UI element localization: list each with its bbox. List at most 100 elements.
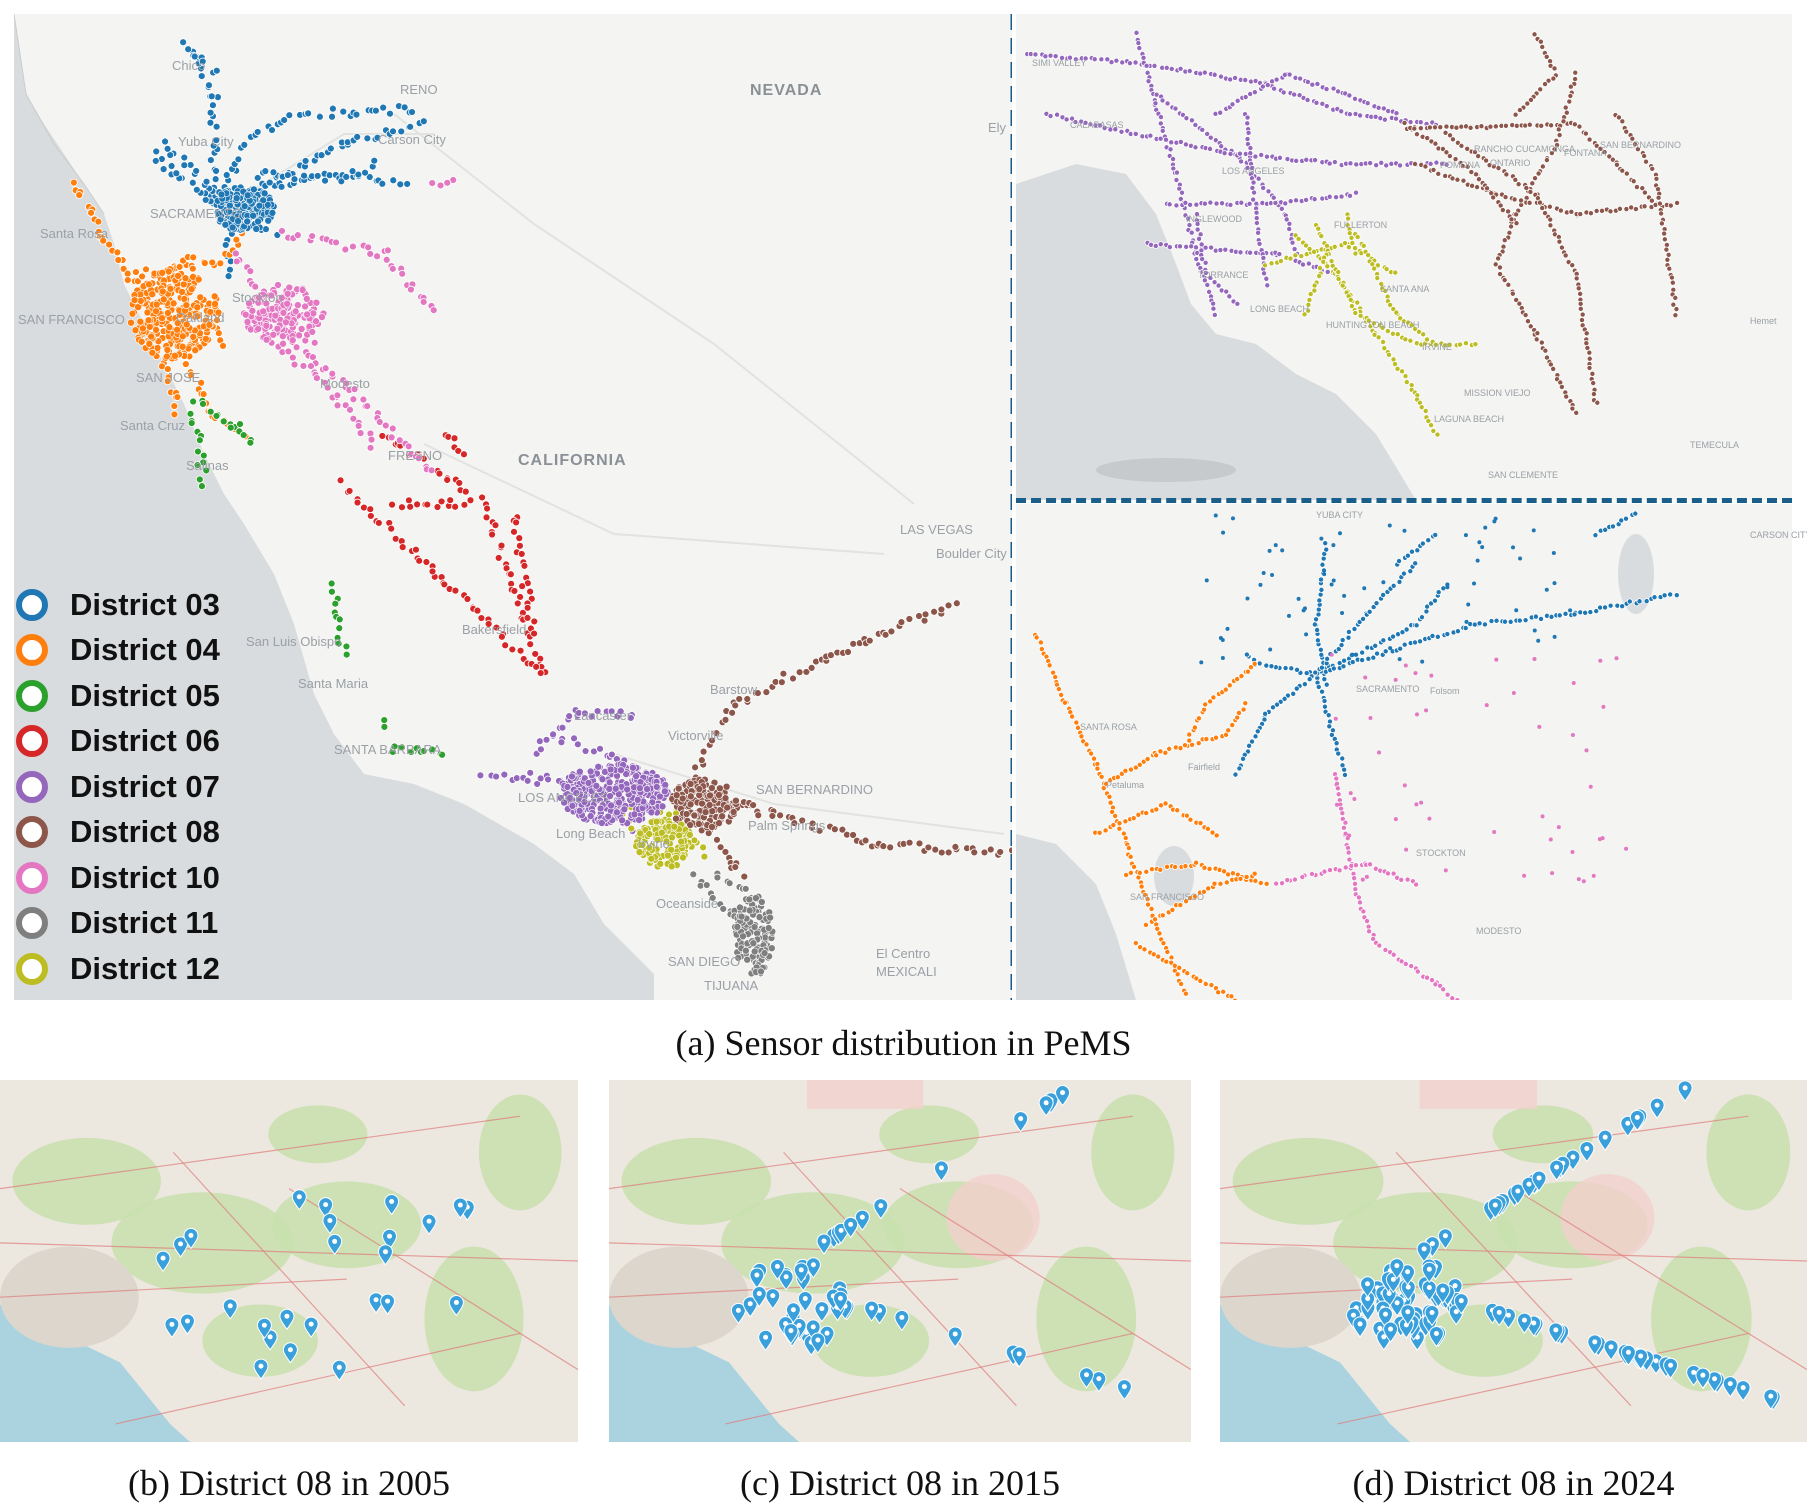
- sensor-dot: [713, 836, 720, 843]
- sensor-dot: [289, 354, 296, 361]
- label-carson-city: Carson City: [378, 132, 446, 147]
- sensor-dot: [599, 776, 606, 783]
- sensor-dot: [1349, 235, 1354, 240]
- label-boulder-city: Boulder City: [936, 546, 1007, 561]
- sensor-dot: [1553, 635, 1557, 639]
- sensor-dot: [1319, 587, 1324, 592]
- sensor-dot: [1109, 60, 1114, 65]
- sensor-dot: [1128, 854, 1133, 859]
- sensor-dot: [1311, 249, 1316, 254]
- sensor-dot: [464, 596, 471, 603]
- sensor-dot: [1157, 931, 1162, 936]
- sensor-dot: [213, 123, 220, 130]
- sensor-dot: [701, 853, 708, 860]
- sensor-dot: [1207, 146, 1212, 151]
- label-las-vegas: LAS VEGAS: [900, 522, 973, 537]
- sensor-dot: [1319, 652, 1324, 657]
- sensor-dot: [1583, 131, 1588, 136]
- sensor-dot: [1334, 741, 1339, 746]
- sensor-dot: [1537, 725, 1541, 729]
- sensor-dot: [1211, 695, 1216, 700]
- sensor-dot: [153, 326, 160, 333]
- sensor-dot: [1313, 617, 1318, 622]
- sensor-dot: [1476, 559, 1480, 563]
- sensor-dot: [1419, 801, 1423, 805]
- sensor-dot: [179, 343, 186, 350]
- sensor-dot: [692, 764, 699, 771]
- sensor-dot: [1435, 634, 1440, 639]
- sensor-dot: [1302, 608, 1306, 612]
- sensor-dot: [1268, 549, 1272, 553]
- sensor-dot: [1553, 581, 1557, 585]
- sensor-dot: [197, 294, 204, 301]
- sensor-dot: [336, 625, 343, 632]
- sensor-dot: [1497, 265, 1502, 270]
- sensor-dot: [1494, 618, 1499, 623]
- sensor-dot: [1058, 692, 1063, 697]
- sensor-dot: [183, 302, 190, 309]
- inset-norcal-map: [1016, 504, 1792, 1000]
- sensor-dot: [1420, 660, 1424, 664]
- sensor-dot: [1252, 661, 1257, 666]
- sensor-dot: [1245, 597, 1249, 601]
- sensor-dot: [205, 82, 212, 89]
- sensor-dot: [1421, 332, 1426, 337]
- sensor-dot: [1327, 868, 1332, 873]
- sensor-dot: [510, 528, 517, 535]
- sensor-dot: [629, 764, 636, 771]
- sensor-dot: [574, 741, 581, 748]
- sensor-dot: [1404, 848, 1408, 852]
- sensor-dot: [502, 642, 509, 649]
- sensor-dot: [1443, 173, 1448, 178]
- sensor-dot: [1170, 907, 1175, 912]
- sensor-dot: [349, 243, 356, 250]
- sensor-dot: [1283, 665, 1288, 670]
- sensor-dot: [1228, 151, 1233, 156]
- sensor-dot: [380, 104, 387, 111]
- sensor-dot: [1429, 674, 1433, 678]
- sensor-dot: [1340, 811, 1345, 816]
- label-laguna: LAGUNA BEACH: [1434, 414, 1504, 424]
- sensor-dot: [489, 531, 496, 538]
- sensor-dot: [1337, 868, 1342, 873]
- legend-label: District 04: [70, 632, 220, 668]
- sensor-dot: [1364, 918, 1369, 923]
- map-pin-icon: [332, 1360, 346, 1380]
- legend-item: District 05: [16, 673, 220, 719]
- sensor-dot: [1274, 881, 1279, 886]
- sensor-dot: [1314, 100, 1319, 105]
- legend-item: District 03: [16, 582, 220, 628]
- sensor-dot: [1158, 242, 1163, 247]
- sensor-dot: [1095, 766, 1100, 771]
- sensor-dot: [1450, 996, 1455, 1000]
- label-mexicali: MEXICALI: [876, 964, 937, 979]
- sensor-dot: [1549, 837, 1553, 841]
- sensor-dot: [1227, 683, 1232, 688]
- sensor-dot: [1450, 137, 1455, 142]
- sensor-dot: [1412, 161, 1417, 166]
- sensor-dot: [1178, 139, 1183, 144]
- sensor-dot: [159, 269, 166, 276]
- sensor-dot: [174, 326, 181, 333]
- sensor-dot: [188, 286, 195, 293]
- sensor-dot: [1579, 317, 1584, 322]
- sensor-dot: [1365, 101, 1370, 106]
- sensor-dot: [1305, 97, 1310, 102]
- sensor-dot: [1319, 665, 1324, 670]
- sensor-dot: [1218, 248, 1223, 253]
- sensor-dot: [1238, 876, 1243, 881]
- sensor-dot: [648, 809, 655, 816]
- sensor-dot: [1263, 711, 1268, 716]
- sensor-dot: [531, 618, 538, 625]
- sensor-dot: [1136, 40, 1141, 45]
- sensor-dot: [1434, 160, 1439, 165]
- map-pin-icon: [381, 1294, 395, 1314]
- sensor-dot: [379, 432, 386, 439]
- sensor-dot: [332, 600, 339, 607]
- sensor-dot: [367, 250, 374, 257]
- sensor-dot: [1241, 707, 1246, 712]
- sensor-dot: [1169, 66, 1174, 71]
- sensor-dot: [1062, 700, 1067, 705]
- sensor-dot: [299, 287, 306, 294]
- sensor-dot: [831, 826, 838, 833]
